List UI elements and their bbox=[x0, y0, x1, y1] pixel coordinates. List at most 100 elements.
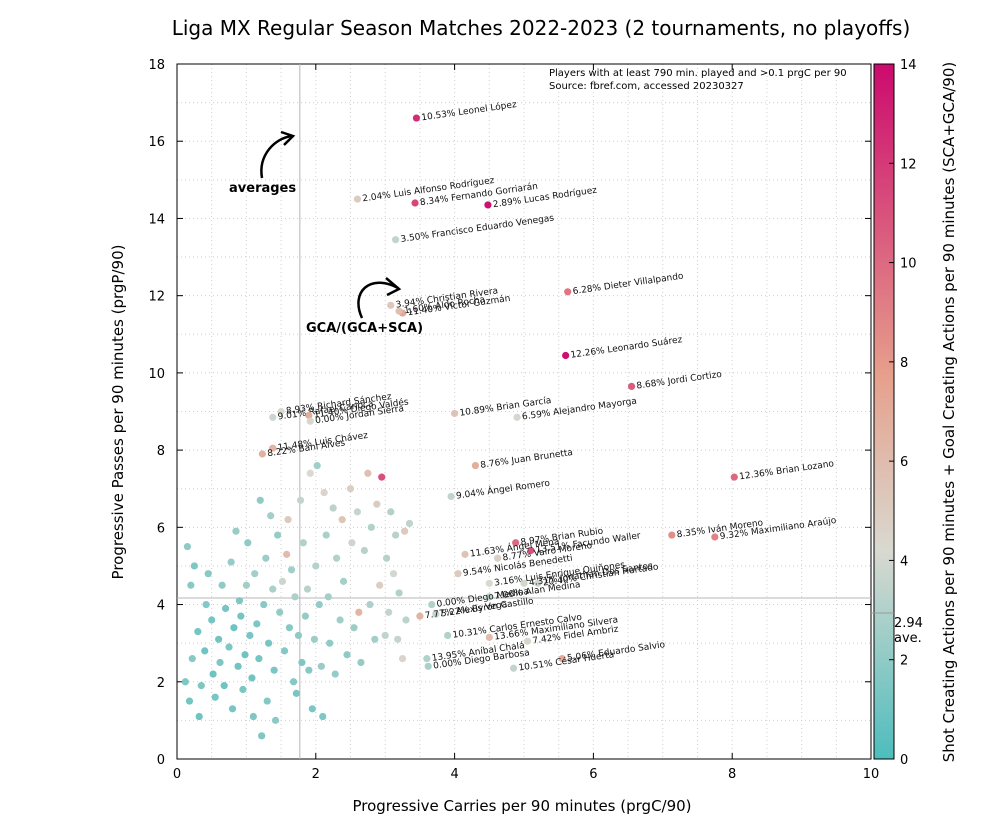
x-axis-ticks: 0 2 4 6 8 10 bbox=[173, 64, 879, 782]
data-point bbox=[221, 604, 230, 613]
data-point bbox=[185, 697, 194, 705]
data-point bbox=[329, 504, 337, 512]
data-point bbox=[367, 523, 375, 531]
x-tick-label: 8 bbox=[728, 767, 736, 782]
labeled-data-point bbox=[627, 382, 636, 391]
labeled-data-point bbox=[485, 633, 493, 641]
data-point bbox=[271, 716, 280, 724]
data-point bbox=[218, 581, 226, 589]
y-tick-label: 0 bbox=[157, 753, 165, 768]
data-point bbox=[389, 570, 398, 578]
data-point bbox=[249, 712, 257, 721]
data-point bbox=[267, 512, 275, 520]
data-point bbox=[291, 593, 299, 601]
data-point bbox=[382, 554, 391, 562]
data-point bbox=[181, 678, 189, 686]
data-point bbox=[343, 651, 351, 659]
data-point bbox=[260, 600, 268, 609]
labeled-data-point bbox=[527, 546, 535, 555]
labeled-data-point bbox=[395, 307, 403, 315]
labeled-data-point bbox=[432, 610, 440, 618]
data-point bbox=[208, 616, 216, 624]
labeled-data-point bbox=[461, 550, 469, 558]
data-point bbox=[283, 550, 291, 558]
data-point bbox=[395, 589, 403, 597]
labeled-data-point bbox=[423, 655, 431, 663]
data-point bbox=[251, 570, 259, 578]
data-point bbox=[209, 670, 217, 678]
data-point bbox=[364, 469, 372, 477]
data-point bbox=[188, 655, 196, 663]
data-point bbox=[225, 643, 233, 651]
labeled-data-point bbox=[451, 409, 459, 418]
data-point bbox=[317, 662, 325, 670]
chart-note-filter: Players with at least 790 min. played an… bbox=[549, 68, 847, 79]
data-point bbox=[183, 543, 192, 551]
plot-frame bbox=[176, 63, 872, 760]
data-point bbox=[280, 647, 289, 655]
data-point bbox=[322, 531, 330, 539]
labeled-data-point bbox=[305, 411, 313, 419]
data-point bbox=[312, 562, 320, 570]
data-point bbox=[195, 712, 203, 721]
data-point bbox=[237, 612, 245, 620]
y-tick-label: 14 bbox=[148, 212, 165, 227]
data-point bbox=[366, 600, 374, 609]
data-point bbox=[303, 585, 312, 593]
data-point bbox=[387, 508, 395, 516]
colorbar-tick-label: 2 bbox=[900, 654, 908, 669]
labeled-data-point bbox=[520, 579, 528, 587]
y-tick-label: 16 bbox=[148, 135, 165, 150]
labeled-data-point bbox=[494, 554, 502, 562]
data-point bbox=[357, 658, 365, 667]
averages-callout: averages bbox=[229, 181, 296, 196]
data-point bbox=[187, 581, 195, 589]
y-axis-title: Progressive Passes per 90 minutes (prgP/… bbox=[109, 245, 127, 580]
x-tick-label: 6 bbox=[589, 767, 597, 782]
data-point bbox=[401, 527, 409, 535]
data-point bbox=[228, 705, 237, 713]
y-tick-label: 10 bbox=[148, 367, 165, 382]
labeled-data-point bbox=[447, 492, 455, 501]
data-point bbox=[278, 577, 287, 585]
labeled-data-point bbox=[428, 600, 436, 609]
data-point bbox=[308, 705, 316, 713]
data-point bbox=[299, 539, 307, 547]
data-point bbox=[296, 496, 305, 504]
labeled-data-point bbox=[484, 201, 492, 209]
data-point bbox=[385, 608, 393, 616]
data-point bbox=[190, 562, 198, 570]
colorbar-ticks: 0 2 4 6 8 10 12 14 bbox=[889, 58, 917, 768]
data-point bbox=[201, 647, 209, 655]
data-point bbox=[339, 577, 348, 585]
data-point bbox=[204, 570, 212, 578]
labeled-data-point bbox=[392, 236, 400, 244]
data-point bbox=[216, 658, 224, 667]
point-label: 9.32% Maximiliano Araújo bbox=[719, 516, 837, 542]
data-point bbox=[315, 600, 323, 609]
gca-ratio-arrow bbox=[357, 281, 399, 319]
averages-arrowhead bbox=[280, 130, 296, 146]
data-point bbox=[336, 616, 344, 624]
data-point bbox=[262, 554, 270, 562]
data-point bbox=[294, 631, 303, 640]
data-point bbox=[346, 485, 355, 493]
y-tick-label: 2 bbox=[157, 676, 165, 691]
labeled-data-point bbox=[523, 637, 532, 645]
data-point bbox=[373, 500, 381, 508]
data-point bbox=[253, 620, 261, 628]
labeled-data-point bbox=[512, 539, 520, 547]
labeled-data-point bbox=[730, 473, 738, 481]
colorbar-tick-label: 6 bbox=[900, 455, 908, 470]
chart-note-source: Source: fbref.com, accessed 20230327 bbox=[549, 81, 744, 92]
data-point bbox=[378, 473, 386, 481]
labeled-data-point bbox=[424, 662, 432, 670]
chart-title: Liga MX Regular Season Matches 2022-2023… bbox=[172, 16, 911, 40]
data-point bbox=[376, 581, 384, 589]
labeled-data-point bbox=[269, 413, 277, 421]
colorbar-average-caption: ave. bbox=[894, 631, 922, 646]
y-axis-ticks: 0 2 4 6 8 10 12 14 16 18 bbox=[148, 58, 871, 768]
data-point bbox=[402, 616, 410, 624]
data-point bbox=[227, 558, 235, 566]
